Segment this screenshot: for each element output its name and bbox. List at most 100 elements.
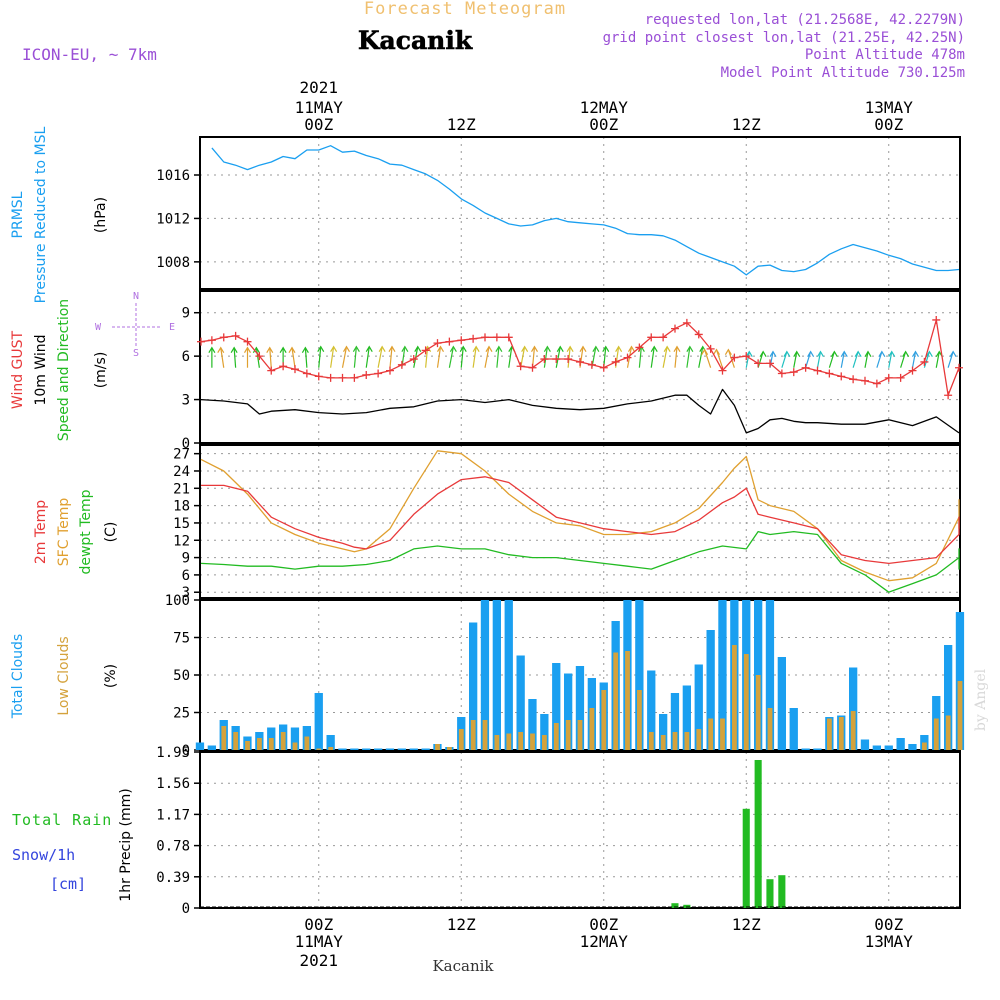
total-cloud-bar xyxy=(326,735,335,750)
pressure-line xyxy=(211,145,960,276)
wind-arrow-head xyxy=(495,345,503,353)
low-cloud-bar xyxy=(292,742,298,750)
low-cloud-bar xyxy=(328,747,334,750)
total-cloud-bar xyxy=(908,744,917,750)
wind-arrow-head xyxy=(878,350,886,358)
panel-frame xyxy=(199,444,961,599)
total-cloud-bar xyxy=(635,600,644,750)
wind-arrow xyxy=(330,346,335,368)
low-cloud-bar xyxy=(577,720,583,750)
low-cloud-bar xyxy=(838,717,844,750)
y-tick-label: 0.39 xyxy=(156,870,190,886)
wind-arrow-head xyxy=(401,345,409,353)
y-tick-label: 1016 xyxy=(156,168,190,184)
wind-arrow xyxy=(353,346,357,368)
time-label: 11MAY xyxy=(295,98,344,117)
wind-arrow xyxy=(935,351,940,368)
wind-speed-line xyxy=(200,388,960,434)
time-label: 00Z xyxy=(874,115,903,134)
wind-arrow-head xyxy=(663,345,671,353)
rain-bar xyxy=(766,879,774,908)
wind-arrow xyxy=(662,346,668,368)
gust-marker xyxy=(397,360,406,369)
total-cloud-bar xyxy=(670,693,680,750)
gust-marker xyxy=(706,344,715,353)
gust-marker xyxy=(291,365,299,374)
time-label: 12Z xyxy=(447,115,476,134)
low-cloud-bar xyxy=(506,733,512,750)
y-tick-label: 1012 xyxy=(156,211,190,227)
wind-arrow xyxy=(805,351,812,368)
wind-arrow xyxy=(638,346,642,368)
total-cloud-bar xyxy=(350,748,359,750)
location-title: Kacanik xyxy=(358,26,473,55)
sfc-temp-line xyxy=(200,450,960,582)
gust-marker xyxy=(362,370,371,379)
panel-precip: 0 0.39 0.78 1.17 1.56 1.95 xyxy=(156,745,961,917)
rain-bar xyxy=(683,904,691,908)
wind-arrow-head xyxy=(288,346,296,354)
y-tick-label: 3 xyxy=(182,393,190,409)
low-cloud-bar xyxy=(720,718,725,750)
gust-marker xyxy=(219,333,228,342)
low-cloud-bar xyxy=(304,736,310,750)
gust-marker xyxy=(944,391,953,400)
low-cloud-bar xyxy=(850,711,856,750)
point-altitude: Point Altitude 478m xyxy=(805,47,965,63)
y-tick-label: 24 xyxy=(173,464,190,480)
wind-arrow-head xyxy=(854,350,862,358)
wind-arrow-head xyxy=(449,345,457,353)
total-cloud-bar xyxy=(385,748,395,750)
temp2m-line xyxy=(201,476,960,565)
y-tick-label: 9 xyxy=(182,551,190,567)
requested-coords: requested lon,lat (21.2568E, 42.2279N) xyxy=(645,12,965,28)
time-label: 00Z xyxy=(589,915,618,934)
temp-unit: (C) xyxy=(103,522,119,543)
total-cloud-bar xyxy=(718,600,727,750)
low-cloud-bar xyxy=(933,718,939,750)
wind-arrow xyxy=(900,351,907,368)
panel-frame xyxy=(199,751,961,909)
gust-marker xyxy=(207,336,216,345)
wind-arrow xyxy=(888,351,893,368)
gust-marker xyxy=(955,363,963,372)
y-tick-label: 9 xyxy=(182,306,190,322)
total-cloud-bar xyxy=(480,600,490,750)
year-label: 2021 xyxy=(299,78,338,97)
wind-arrow-head xyxy=(414,345,422,353)
low-cloud-bar xyxy=(922,742,927,750)
gust-marker xyxy=(599,363,608,372)
wind-arrow-head xyxy=(602,345,610,353)
temp-label-dewpt: dewpt Temp xyxy=(78,489,94,574)
credit-label: by Angel xyxy=(973,668,989,731)
y-tick-label: 0 xyxy=(182,743,190,759)
wind-arrow xyxy=(757,351,764,368)
wind-arrow-head xyxy=(793,350,801,358)
wind-arrow-head xyxy=(783,350,791,358)
wind-arrow-head xyxy=(673,345,681,353)
total-cloud-bar xyxy=(540,714,549,750)
low-cloud-bar xyxy=(755,675,761,750)
wind-arrow xyxy=(727,349,735,368)
wind-arrow xyxy=(911,351,917,368)
gust-line xyxy=(200,319,960,396)
y-tick-label: 1.17 xyxy=(156,807,190,823)
wind-arrow-head xyxy=(840,350,848,358)
gust-marker xyxy=(671,324,679,333)
wind-arrow-head xyxy=(243,346,252,354)
gust-marker xyxy=(920,357,929,366)
wind-arrow-head xyxy=(230,346,238,354)
model-altitude: Model Point Altitude 730.125m xyxy=(721,65,965,81)
total-cloud-bar xyxy=(314,693,323,750)
gust-marker xyxy=(932,315,941,324)
wind-arrow-head xyxy=(352,345,360,353)
y-tick-label: 18 xyxy=(173,499,190,515)
wind-arrow-head xyxy=(911,350,920,358)
wind-arrow-head xyxy=(650,345,658,353)
wind-arrow xyxy=(704,349,712,368)
gust-marker xyxy=(777,369,786,378)
gust-marker xyxy=(243,337,252,346)
gust-marker xyxy=(884,373,893,382)
wind-compass: N S W E xyxy=(95,291,175,359)
